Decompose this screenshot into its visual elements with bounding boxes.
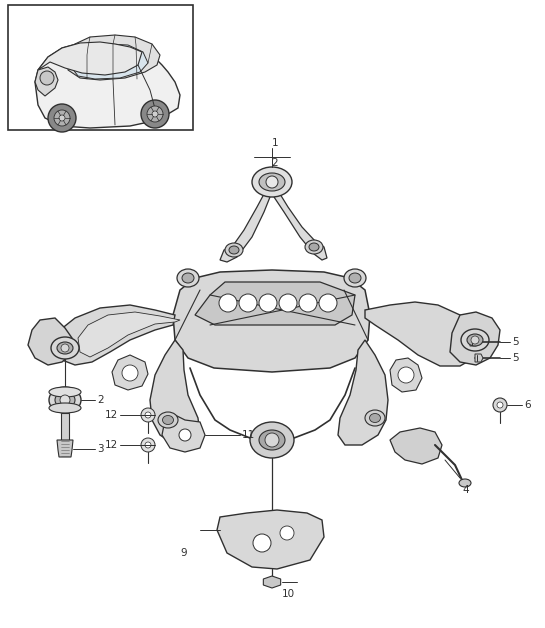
Ellipse shape: [467, 334, 483, 346]
Polygon shape: [112, 355, 148, 390]
Circle shape: [279, 294, 297, 312]
Polygon shape: [57, 440, 73, 457]
Ellipse shape: [250, 422, 294, 458]
Polygon shape: [338, 340, 388, 445]
Text: 1: 1: [272, 138, 278, 148]
Text: 5: 5: [512, 353, 519, 363]
Ellipse shape: [177, 269, 199, 287]
Polygon shape: [217, 510, 324, 569]
Circle shape: [471, 336, 479, 344]
Polygon shape: [150, 340, 200, 445]
Circle shape: [141, 438, 155, 452]
Ellipse shape: [51, 337, 79, 359]
Circle shape: [122, 365, 138, 381]
Polygon shape: [195, 282, 355, 325]
Circle shape: [398, 367, 414, 383]
Polygon shape: [68, 35, 160, 80]
Ellipse shape: [344, 269, 366, 287]
Text: 9: 9: [180, 548, 186, 558]
Ellipse shape: [55, 392, 75, 408]
Circle shape: [266, 176, 278, 188]
Polygon shape: [390, 358, 422, 392]
Polygon shape: [38, 42, 142, 75]
Ellipse shape: [252, 167, 292, 197]
Circle shape: [239, 294, 257, 312]
Ellipse shape: [309, 243, 319, 251]
Polygon shape: [274, 194, 327, 260]
Polygon shape: [365, 302, 480, 366]
Circle shape: [280, 526, 294, 540]
Polygon shape: [78, 312, 180, 357]
Ellipse shape: [49, 403, 81, 413]
Polygon shape: [173, 270, 370, 372]
Text: 10: 10: [282, 589, 295, 599]
Ellipse shape: [182, 273, 194, 283]
Text: 2: 2: [272, 158, 278, 168]
Ellipse shape: [229, 246, 239, 254]
Circle shape: [141, 408, 155, 422]
Circle shape: [145, 412, 151, 418]
Polygon shape: [55, 305, 175, 365]
Circle shape: [59, 115, 65, 121]
Circle shape: [48, 104, 76, 132]
Circle shape: [54, 110, 70, 126]
Circle shape: [219, 294, 237, 312]
Ellipse shape: [158, 412, 178, 428]
Circle shape: [147, 106, 163, 122]
Circle shape: [493, 398, 507, 412]
Text: 11: 11: [242, 430, 255, 440]
Text: 3: 3: [97, 444, 104, 454]
Polygon shape: [470, 338, 478, 346]
Ellipse shape: [162, 416, 173, 425]
Circle shape: [61, 344, 69, 352]
Polygon shape: [390, 428, 442, 464]
Ellipse shape: [49, 387, 81, 413]
Polygon shape: [72, 44, 148, 79]
Text: 4: 4: [462, 485, 469, 495]
Polygon shape: [35, 67, 58, 96]
Polygon shape: [263, 576, 281, 588]
Circle shape: [259, 294, 277, 312]
Polygon shape: [475, 354, 483, 362]
Circle shape: [141, 100, 169, 128]
Ellipse shape: [349, 273, 361, 283]
Text: 12: 12: [105, 440, 118, 450]
Polygon shape: [450, 312, 500, 365]
Circle shape: [319, 294, 337, 312]
Text: 5: 5: [512, 337, 519, 347]
Text: 2: 2: [97, 395, 104, 405]
Circle shape: [152, 111, 158, 117]
Ellipse shape: [259, 173, 285, 191]
Text: 6: 6: [524, 400, 531, 410]
Polygon shape: [35, 42, 180, 128]
Polygon shape: [220, 194, 270, 262]
Polygon shape: [162, 415, 205, 452]
Ellipse shape: [365, 410, 385, 426]
Circle shape: [145, 442, 151, 448]
Ellipse shape: [49, 387, 81, 397]
Polygon shape: [28, 318, 72, 365]
Ellipse shape: [459, 479, 471, 487]
Circle shape: [179, 429, 191, 441]
Bar: [8, 5, 193, 130]
Ellipse shape: [57, 342, 73, 354]
Circle shape: [299, 294, 317, 312]
Ellipse shape: [370, 413, 380, 423]
Circle shape: [60, 395, 70, 405]
Circle shape: [253, 534, 271, 552]
Circle shape: [40, 71, 54, 85]
Text: 12: 12: [105, 410, 118, 420]
Ellipse shape: [259, 430, 285, 450]
Ellipse shape: [461, 329, 489, 351]
Ellipse shape: [305, 240, 323, 254]
Ellipse shape: [225, 243, 243, 257]
Circle shape: [497, 402, 503, 408]
Circle shape: [265, 433, 279, 447]
Polygon shape: [61, 413, 69, 440]
